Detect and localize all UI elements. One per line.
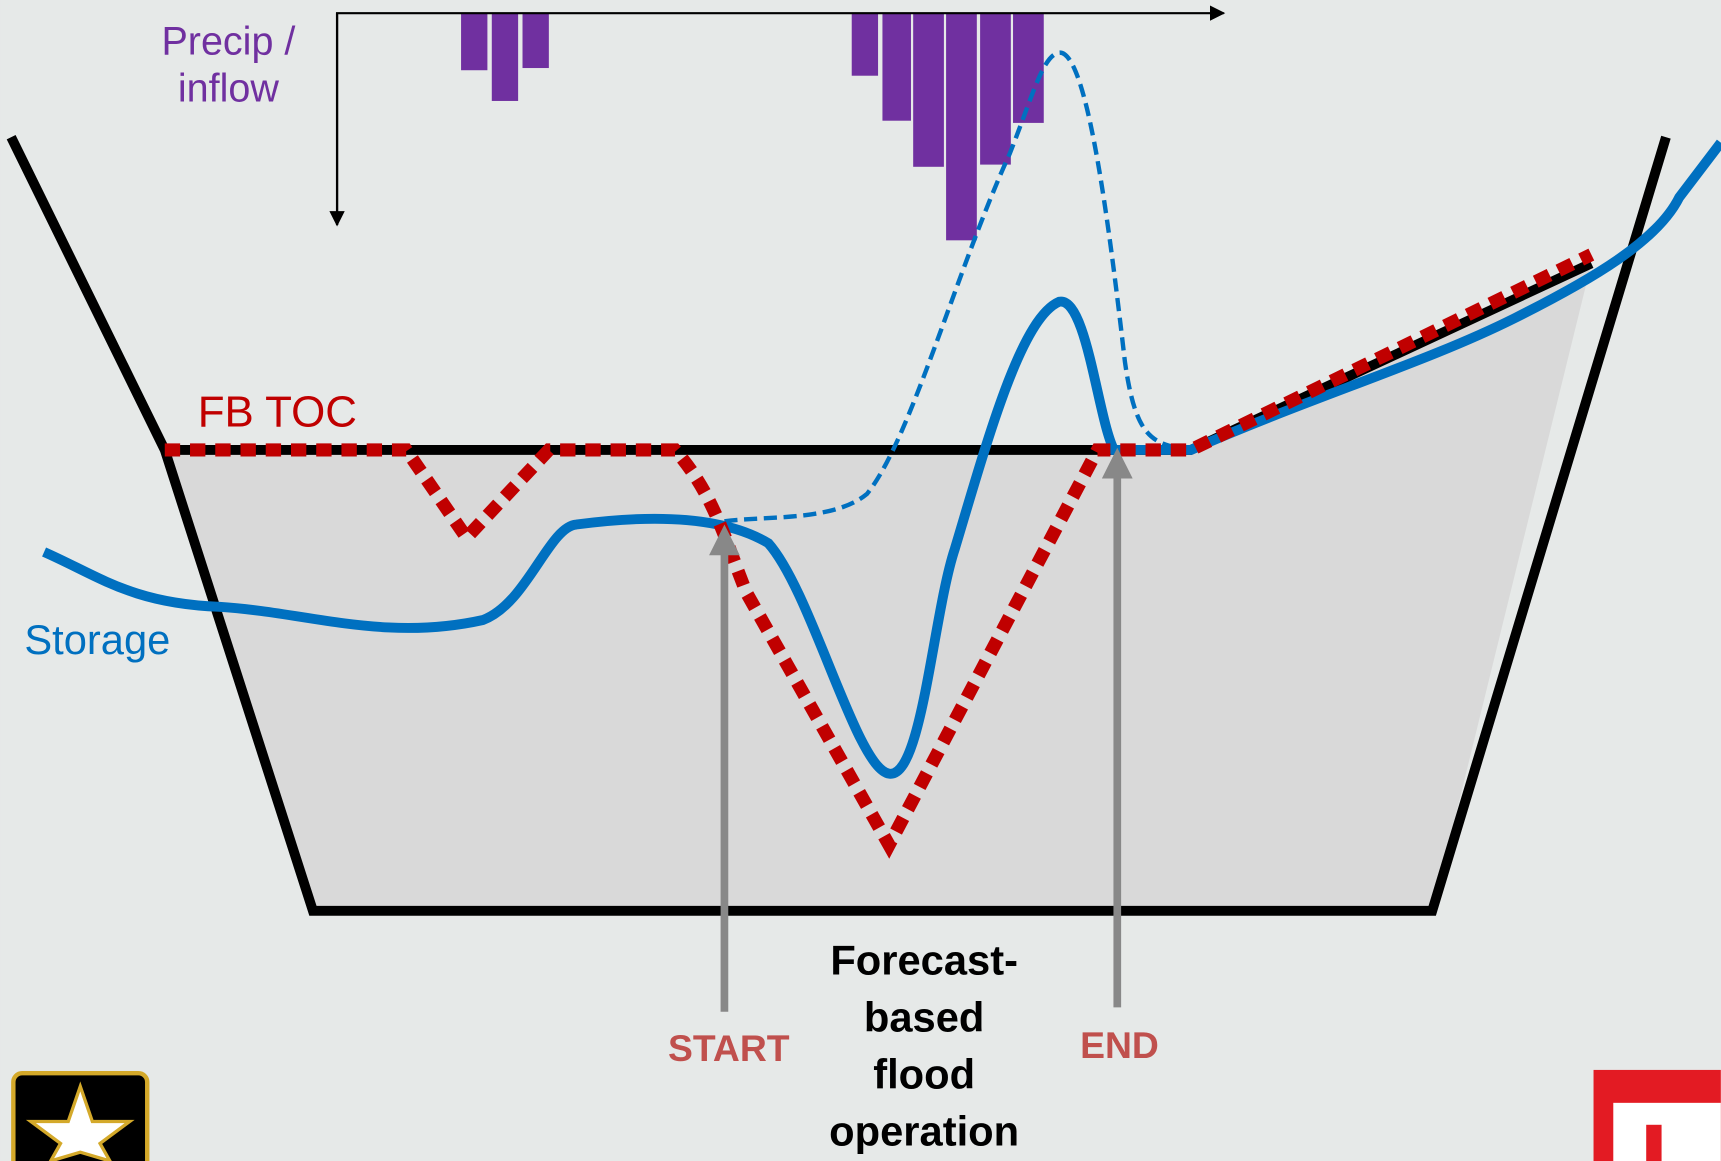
army-logo	[11, 1071, 150, 1161]
start-label: START	[668, 1027, 790, 1069]
storage-line	[42, 139, 1721, 779]
precip-label: inflow	[178, 67, 279, 111]
precip-label: Precip /	[161, 19, 295, 63]
forecast-storage	[724, 50, 1192, 524]
operation-label: flood	[873, 1051, 975, 1098]
end-label: END	[1080, 1024, 1159, 1066]
operation-label: based	[864, 994, 984, 1041]
storage-label: Storage	[24, 616, 170, 663]
precip-bars	[461, 13, 1044, 241]
reservoir-fill	[164, 263, 1592, 911]
usace-logo	[1593, 1069, 1721, 1161]
operation-label: Forecast-	[830, 936, 1018, 983]
operation-label: operation	[829, 1108, 1019, 1155]
fb-toc-label: FB TOC	[198, 387, 357, 436]
